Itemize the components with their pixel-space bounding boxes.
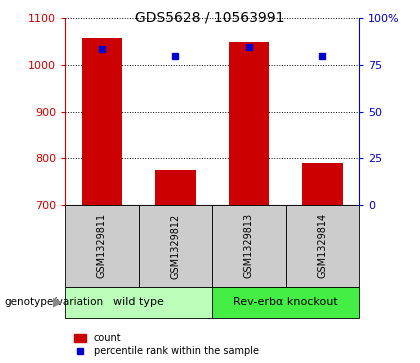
Bar [286,205,359,287]
Bar [228,42,269,205]
Text: GSM1329814: GSM1329814 [318,213,327,278]
Text: GDS5628 / 10563991: GDS5628 / 10563991 [135,10,285,24]
Text: GSM1329812: GSM1329812 [171,213,180,278]
Bar [65,205,139,287]
Text: GSM1329813: GSM1329813 [244,213,254,278]
Text: genotype/variation: genotype/variation [4,297,103,307]
Bar [155,170,196,205]
Bar [65,287,212,318]
Bar [302,163,343,205]
Legend: count, percentile rank within the sample: count, percentile rank within the sample [74,333,259,356]
Bar [212,287,359,318]
Bar [139,205,212,287]
Bar [81,38,122,205]
Text: wild type: wild type [113,297,164,307]
Text: Rev-erbα knockout: Rev-erbα knockout [233,297,338,307]
Text: ▶: ▶ [53,296,63,309]
Text: GSM1329811: GSM1329811 [97,213,107,278]
Bar [212,205,286,287]
